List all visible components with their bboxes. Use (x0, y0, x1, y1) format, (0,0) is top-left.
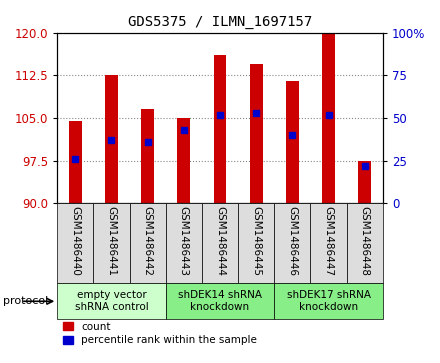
Bar (347, 203, 383, 283)
Bar (322, 33, 335, 203)
Text: GSM1486445: GSM1486445 (251, 206, 261, 276)
Bar (274, 283, 383, 319)
Legend: count, percentile rank within the sample: count, percentile rank within the sample (62, 321, 258, 346)
Bar (166, 283, 274, 319)
Text: GSM1486441: GSM1486441 (106, 206, 117, 276)
Bar (57, 283, 166, 319)
Bar (202, 203, 238, 283)
Bar (311, 203, 347, 283)
Bar (286, 81, 299, 203)
Bar (129, 203, 166, 283)
Text: GSM1486443: GSM1486443 (179, 206, 189, 276)
Bar (214, 56, 226, 203)
Bar (177, 118, 190, 203)
Bar (105, 75, 118, 203)
Text: GSM1486444: GSM1486444 (215, 206, 225, 276)
Bar (69, 121, 82, 203)
Text: shDEK17 shRNA
knockdown: shDEK17 shRNA knockdown (286, 290, 370, 312)
Bar (57, 203, 93, 283)
Title: GDS5375 / ILMN_1697157: GDS5375 / ILMN_1697157 (128, 15, 312, 29)
Text: GSM1486448: GSM1486448 (360, 206, 370, 276)
Text: GSM1486447: GSM1486447 (323, 206, 334, 276)
Text: protocol: protocol (3, 296, 48, 306)
Text: GSM1486442: GSM1486442 (143, 206, 153, 276)
Bar (141, 110, 154, 203)
Bar (93, 203, 129, 283)
Bar (166, 203, 202, 283)
Text: shDEK14 shRNA
knockdown: shDEK14 shRNA knockdown (178, 290, 262, 312)
Bar (250, 64, 263, 203)
Bar (359, 160, 371, 203)
Text: GSM1486440: GSM1486440 (70, 206, 80, 276)
Bar (238, 203, 274, 283)
Text: empty vector
shRNA control: empty vector shRNA control (75, 290, 148, 312)
Bar (274, 203, 311, 283)
Text: GSM1486446: GSM1486446 (287, 206, 297, 276)
